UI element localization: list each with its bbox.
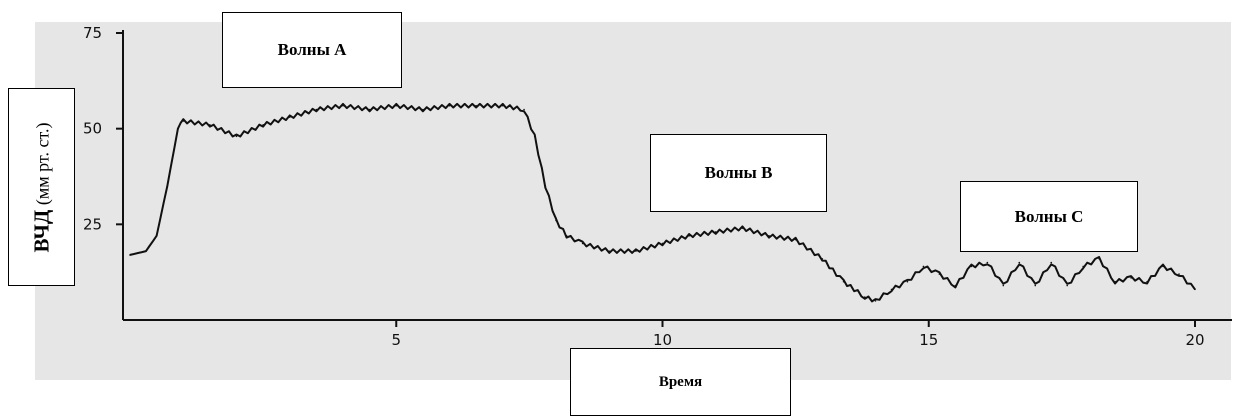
icp-data-point — [177, 127, 179, 130]
icp-data-point — [555, 219, 557, 222]
icp-data-point — [523, 108, 525, 111]
y-axis-label-main: ВЧД — [29, 209, 53, 252]
ticks: 25 50 75 5 10 15 20 — [83, 24, 1205, 349]
x-axis-label: Время — [570, 348, 791, 416]
y-tick-label: 75 — [83, 24, 102, 42]
icp-data-point — [821, 257, 824, 260]
wave-a-label: Волны A — [222, 12, 402, 88]
icp-data-point — [1130, 277, 1132, 279]
icp-data-point — [1178, 273, 1180, 275]
y-axis-label-box: ВЧД (мм рт. ст.) — [8, 88, 75, 286]
icp-data-point — [368, 108, 371, 111]
icp-data-point — [906, 280, 909, 283]
icp-data-point — [714, 231, 717, 233]
icp-data-point — [262, 124, 264, 126]
icp-data-point — [608, 250, 611, 252]
icp-data-point — [970, 265, 973, 268]
icp-data-point — [794, 238, 797, 241]
icp-data-point — [129, 254, 131, 256]
icp-data-point — [235, 135, 238, 138]
icp-data-point — [544, 185, 547, 187]
wave-c-label: Волны C — [960, 181, 1138, 252]
icp-data-point — [315, 108, 318, 111]
icp-data-point — [166, 185, 169, 187]
icp-data-point — [565, 235, 568, 237]
icp-data-point — [922, 265, 925, 268]
icp-data-point — [501, 104, 504, 107]
x-tick-label: 10 — [653, 331, 672, 349]
icp-data-point — [954, 284, 957, 287]
icp-data-point — [448, 104, 451, 107]
icp-data-point — [422, 108, 424, 111]
icp-data-point — [342, 104, 344, 107]
icp-data-point — [395, 104, 398, 107]
y-axis-label-unit: (мм рт. ст.) — [32, 122, 52, 205]
icp-data-point — [986, 261, 989, 264]
icp-data-point — [288, 116, 291, 118]
icp-data-point — [741, 227, 744, 229]
icp-data-point — [1018, 261, 1021, 264]
icp-data-point — [768, 235, 770, 237]
x-tick-label: 15 — [919, 331, 938, 349]
icp-data-point — [182, 120, 185, 122]
icp-data-point — [145, 250, 147, 252]
axes — [122, 30, 1232, 321]
icp-data-point — [1066, 284, 1068, 287]
icp-data-point — [874, 300, 877, 302]
icp-data-point — [864, 296, 866, 298]
icp-data-point — [533, 135, 536, 138]
icp-data-point — [1146, 280, 1148, 283]
icp-data-point — [581, 242, 584, 245]
icp-data-point — [1050, 261, 1053, 264]
y-axis-label: ВЧД (мм рт. ст.) — [29, 122, 54, 252]
icp-data-point — [842, 280, 845, 283]
icp-data-point — [1002, 284, 1005, 287]
icp-data-point — [1162, 265, 1164, 268]
icp-series-line — [129, 102, 1196, 303]
icp-data-point — [938, 273, 941, 275]
icp-data-point — [209, 124, 211, 126]
icp-data-point — [661, 242, 664, 245]
y-tick-label: 50 — [83, 120, 102, 138]
icp-data-point — [688, 235, 690, 237]
x-tick-label: 20 — [1185, 331, 1204, 349]
icp-data-point — [635, 250, 637, 252]
wave-b-label: Волны B — [650, 134, 827, 212]
y-tick-label: 25 — [83, 215, 102, 233]
icp-data-point — [890, 288, 893, 291]
x-tick-label: 5 — [391, 331, 401, 349]
icp-data-point — [475, 104, 477, 107]
icp-data-point — [1034, 284, 1037, 287]
icp-data-point — [1194, 288, 1196, 291]
icp-data-point — [1082, 265, 1084, 268]
icp-data-point — [155, 235, 158, 237]
series-layer — [129, 102, 1196, 303]
icp-data-point — [1114, 280, 1116, 283]
icp-data-point — [1098, 257, 1100, 260]
